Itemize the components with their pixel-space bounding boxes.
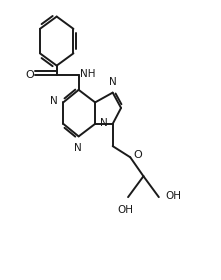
Text: N: N xyxy=(100,118,107,128)
Text: O: O xyxy=(133,150,142,160)
Text: OH: OH xyxy=(165,191,181,201)
Text: OH: OH xyxy=(118,205,134,215)
Text: N: N xyxy=(50,96,58,106)
Text: O: O xyxy=(26,69,34,80)
Text: N: N xyxy=(74,143,82,153)
Text: NH: NH xyxy=(80,69,95,79)
Text: N: N xyxy=(109,76,117,87)
